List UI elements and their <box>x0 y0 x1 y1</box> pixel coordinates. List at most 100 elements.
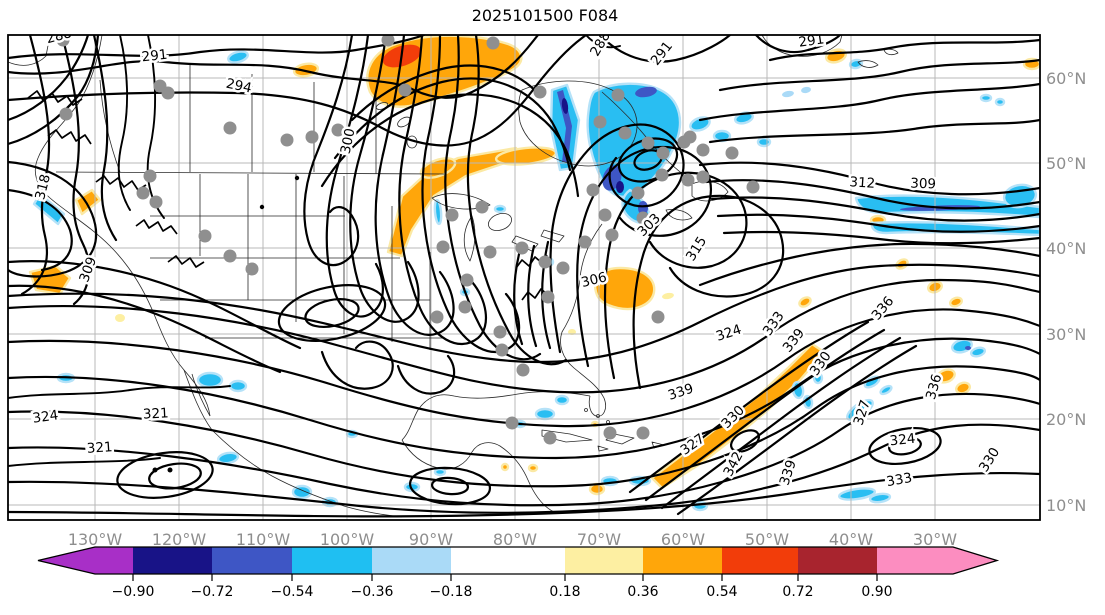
latitude-label: 40°N <box>1046 239 1086 258</box>
station-dot <box>725 146 739 160</box>
station-dot <box>618 126 632 140</box>
colorbar-segment <box>292 547 372 574</box>
longitude-label: 130°W <box>68 530 123 549</box>
station-dot <box>543 431 557 445</box>
contour-label: 291 <box>141 47 168 66</box>
station-dot <box>505 416 519 430</box>
latitude-label: 50°N <box>1046 154 1086 173</box>
station-dot <box>493 325 507 339</box>
colorbar-segment <box>451 547 565 574</box>
colorbar-tick-label: −0.72 <box>191 584 234 600</box>
station-dot <box>223 121 237 135</box>
latitude-label: 60°N <box>1046 69 1086 88</box>
longitude-label: 110°W <box>236 530 291 549</box>
station-dot <box>430 310 444 324</box>
station-dot <box>631 186 645 200</box>
station-dot <box>516 363 530 377</box>
station-dot <box>541 290 555 304</box>
station-dot <box>149 195 163 209</box>
latitude-label: 20°N <box>1046 410 1086 429</box>
colorbar-tick-label: 0.54 <box>706 584 737 600</box>
map-background <box>8 35 1040 520</box>
contour-label: 309 <box>910 176 936 193</box>
colorbar-segment <box>643 547 722 574</box>
station-dot <box>636 211 650 225</box>
station-dot <box>641 136 655 150</box>
station-dot <box>280 133 294 147</box>
station-dot <box>556 261 570 275</box>
station-dot <box>598 208 612 222</box>
station-dot <box>515 241 529 255</box>
station-dot <box>331 123 345 137</box>
colorbar-under-arrow <box>38 547 133 574</box>
station-dot <box>603 426 617 440</box>
colorbar-tick-label: 0.36 <box>627 584 658 600</box>
station-dot <box>655 168 669 182</box>
station-dot <box>605 228 619 242</box>
colorbar-segment <box>565 547 643 574</box>
station-dot <box>436 240 450 254</box>
station-dot <box>381 35 395 47</box>
station-dot <box>398 83 412 97</box>
station-dot <box>483 245 497 259</box>
station-dot <box>245 262 259 276</box>
latitude-label: 10°N <box>1046 496 1086 515</box>
colorbar-outline <box>37 546 1000 575</box>
station-dot <box>495 343 509 357</box>
contour-lines-layer <box>8 35 1040 518</box>
longitude-label: 30°W <box>913 530 957 549</box>
station-dot <box>161 86 175 100</box>
station-dot <box>611 88 625 102</box>
contour-label: 321 <box>86 439 113 457</box>
colorbar-tick-label: −0.90 <box>112 584 155 600</box>
colorbar-segment <box>212 547 292 574</box>
latitude-label: 30°N <box>1046 325 1086 344</box>
colorbar-tick-label: 0.72 <box>782 584 813 600</box>
longitude-label: 50°W <box>745 530 789 549</box>
station-dot <box>136 186 150 200</box>
colorbar-tick-label: −0.54 <box>271 584 314 600</box>
station-dot <box>636 426 650 440</box>
colorbar-segment <box>798 547 877 574</box>
colorbar-tick-label: −0.18 <box>430 584 473 600</box>
colorbar: −0.90 −0.72 −0.54 −0.36 −0.18 0.18 0.36 0.54 0.7… <box>37 546 1000 600</box>
chart-title: 2025101500 F084 <box>471 6 619 25</box>
contour-label: 321 <box>142 405 169 422</box>
station-dot <box>696 170 710 184</box>
contour-label: 312 <box>849 174 876 192</box>
longitude-label: 70°W <box>577 530 621 549</box>
longitude-label: 90°W <box>409 530 453 549</box>
station-dot <box>696 143 710 157</box>
station-dot <box>475 200 489 214</box>
station-dot <box>651 310 665 324</box>
station-dot <box>578 235 592 249</box>
longitude-tick-labels: 130°W 120°W 110°W 100°W 90°W 80°W 70°W 60°W 50°W… <box>68 530 957 549</box>
station-dot <box>746 180 760 194</box>
longitude-label: 80°W <box>493 530 537 549</box>
colorbar-over-arrow <box>877 547 997 574</box>
station-dot <box>223 249 237 263</box>
map-frame <box>7 34 1041 521</box>
station-dot <box>656 146 670 160</box>
longitude-label: 120°W <box>152 530 207 549</box>
station-dot <box>56 35 70 47</box>
colorbar-tick-label: 0.18 <box>549 584 580 600</box>
station-dot <box>486 36 500 50</box>
station-dot <box>681 173 695 187</box>
contour-label: 324 <box>889 431 916 450</box>
station-dot <box>533 85 547 99</box>
longitude-label: 60°W <box>661 530 705 549</box>
colorbar-tick-label: −0.36 <box>351 584 394 600</box>
station-dot <box>683 130 697 144</box>
station-dot <box>458 300 472 314</box>
station-dot <box>460 273 474 287</box>
station-dot <box>445 208 459 222</box>
station-dot <box>143 169 157 183</box>
station-dot <box>59 107 73 121</box>
station-dot <box>305 130 319 144</box>
colorbar-tick-label: 0.90 <box>861 584 892 600</box>
station-dot <box>538 255 552 269</box>
longitude-label: 100°W <box>320 530 375 549</box>
colorbar-segment <box>372 547 451 574</box>
